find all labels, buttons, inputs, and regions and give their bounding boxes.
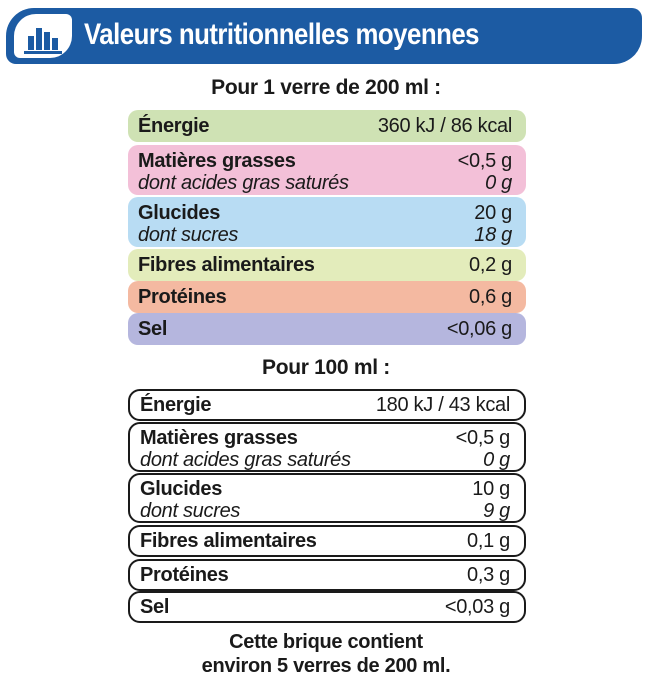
per-glass-heading: Pour 1 verre de 200 ml : (211, 76, 441, 99)
row-value: 0,3 g (467, 564, 510, 586)
row-value: 0,1 g (467, 530, 510, 552)
row-energie: Énergie 360 kJ / 86 kcal (128, 110, 526, 142)
row-fibres: Fibres alimentaires 0,2 g (128, 249, 526, 281)
row-value: <0,06 g (446, 318, 512, 340)
title-banner: Valeurs nutritionnelles moyennes (6, 8, 642, 64)
row-label: Énergie (138, 115, 210, 137)
row-value: <0,5 g (457, 150, 513, 172)
row-label: Sel (140, 596, 170, 618)
row-label: Glucides (140, 478, 223, 500)
row-value: 0,2 g (469, 254, 512, 276)
row-label: Matières grasses (140, 427, 298, 449)
row-glucides: Glucides 20 g dont sucres 18 g (128, 197, 526, 247)
row-value: 0,6 g (469, 286, 512, 308)
row-label: Glucides (138, 202, 221, 224)
row-value: <0,03 g (444, 596, 510, 618)
row-sublabel: dont acides gras saturés (138, 172, 349, 194)
row-value: 20 g (474, 202, 512, 224)
row-proteines: Protéines 0,6 g (128, 281, 526, 313)
row-label: Fibres alimentaires (138, 254, 315, 276)
row-subvalue: 0 g (485, 172, 512, 194)
row-value: 360 kJ / 86 kcal (377, 115, 512, 137)
row-sublabel: dont acides gras saturés (140, 449, 351, 471)
servings-note: Cette brique contient environ 5 verres d… (0, 630, 652, 678)
row-proteines: Protéines 0,3 g (128, 559, 526, 591)
per-100ml-heading: Pour 100 ml : (262, 356, 390, 379)
bar-chart-icon (14, 14, 72, 58)
row-glucides: Glucides 10 g dont sucres 9 g (128, 473, 526, 523)
row-sel: Sel <0,06 g (128, 313, 526, 345)
row-matieres-grasses: Matières grasses <0,5 g dont acides gras… (128, 145, 526, 195)
servings-note-line2: environ 5 verres de 200 ml. (201, 655, 451, 677)
row-sublabel: dont sucres (138, 224, 239, 246)
row-value: <0,5 g (455, 427, 511, 449)
row-label: Sel (138, 318, 168, 340)
row-value: 10 g (472, 478, 510, 500)
row-sel: Sel <0,03 g (128, 591, 526, 623)
row-fibres: Fibres alimentaires 0,1 g (128, 525, 526, 557)
row-label: Protéines (140, 564, 229, 586)
row-label: Protéines (138, 286, 227, 308)
row-subvalue: 0 g (483, 449, 510, 471)
row-value: 180 kJ / 43 kcal (375, 394, 510, 416)
row-subvalue: 18 g (474, 224, 512, 246)
row-energie: Énergie 180 kJ / 43 kcal (128, 389, 526, 421)
row-label: Fibres alimentaires (140, 530, 317, 552)
row-sublabel: dont sucres (140, 500, 241, 522)
row-label: Énergie (140, 394, 212, 416)
servings-note-line1: Cette brique contient (229, 631, 423, 653)
row-label: Matières grasses (138, 150, 296, 172)
row-matieres-grasses: Matières grasses <0,5 g dont acides gras… (128, 422, 526, 472)
page-title: Valeurs nutritionnelles moyennes (84, 18, 479, 51)
row-subvalue: 9 g (483, 500, 510, 522)
